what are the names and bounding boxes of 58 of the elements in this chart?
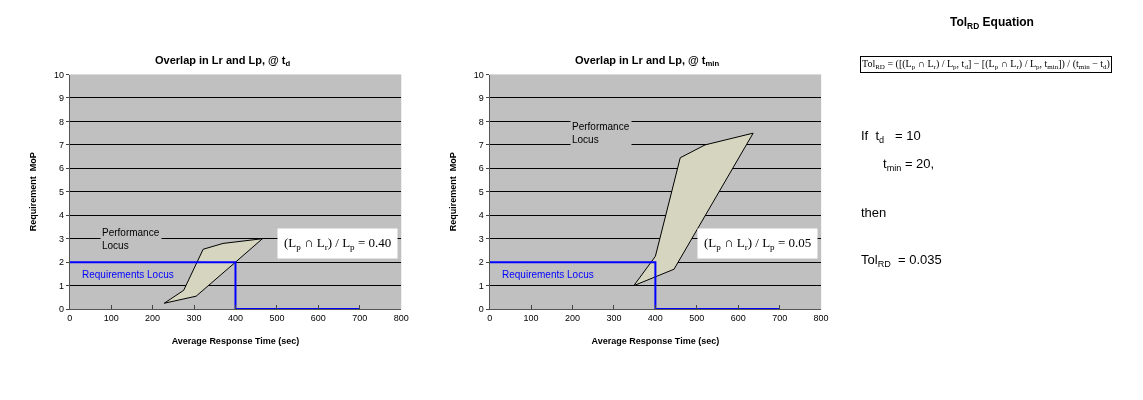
x-tick-label: 700 [352, 312, 368, 323]
y-tick-label: 6 [58, 163, 64, 174]
chart-title: Overlap in Lr and Lp, @ t$_{min}$ [575, 54, 720, 69]
x-tick-label: 300 [606, 312, 622, 323]
y-tick-label: 10 [473, 69, 484, 80]
series-label: Requirements Locus [82, 269, 174, 280]
text: Performance Locus [102, 227, 160, 251]
x-tick-label: 200 [145, 312, 161, 323]
annotation: (L$_{p}$ ∩ L$_{r}$) / L$_{p}$ = 0.40 [284, 235, 392, 252]
x-tick-label: 100 [523, 312, 539, 323]
x-tick-label: 600 [310, 312, 326, 323]
x-tick-label: 0 [67, 312, 73, 323]
chart-title: Overlap in Lr and Lp, @ t$_{d}$ [155, 54, 291, 69]
y-tick-label: 5 [58, 186, 64, 197]
y-tick-label: 4 [478, 210, 484, 221]
y-tick-label: 9 [478, 93, 484, 104]
y-tick-label: 2 [478, 257, 484, 268]
x-tick-label: 500 [269, 312, 285, 323]
y-tick-label: 6 [478, 163, 484, 174]
x-tick-label: 800 [393, 312, 409, 323]
y-tick-label: 8 [478, 116, 484, 127]
y-tick-label: 7 [478, 140, 484, 151]
y-tick-label: 1 [478, 280, 484, 291]
y-tick-label: 0 [478, 304, 484, 315]
y-tick-label: 10 [53, 69, 64, 80]
x-tick-label: 600 [730, 312, 746, 323]
y-tick-label: 3 [478, 233, 484, 244]
y-tick-label: 0 [58, 304, 64, 315]
x-tick-label: 400 [227, 312, 243, 323]
y-tick-label: 9 [58, 93, 64, 104]
y-tick-label: 5 [478, 186, 484, 197]
annotation: (L$_{p}$ ∩ L$_{r}$) / L$_{p}$ = 0.05 [704, 235, 812, 252]
y-tick-label: 4 [58, 210, 64, 221]
text: Performance Locus [572, 121, 630, 145]
x-tick-label: 800 [813, 312, 829, 323]
y-tick-label: 7 [58, 140, 64, 151]
x-axis-title: Average Response Time (sec) [171, 335, 300, 346]
x-tick-label: 100 [103, 312, 119, 323]
text: Tol$_{RD}$ Equation [950, 15, 1034, 31]
x-tick-label: 0 [487, 312, 493, 323]
y-tick-label: 1 [58, 280, 64, 291]
text: t$_{min}$ = 20, [883, 156, 935, 173]
y-axis-title: Requirement MoP [28, 152, 39, 232]
x-tick-label: 700 [772, 312, 788, 323]
series-label: Requirements Locus [502, 269, 594, 280]
x-axis-title: Average Response Time (sec) [591, 335, 720, 346]
x-tick-label: 200 [564, 312, 581, 323]
text: If t$_{d}$ = 10 [861, 128, 921, 145]
y-tick-label: 8 [58, 116, 64, 127]
text: then [861, 205, 887, 220]
y-axis-title: Requirement MoP [448, 152, 459, 232]
x-tick-label: 300 [186, 312, 202, 323]
y-tick-label: 2 [58, 257, 64, 268]
x-tick-label: 500 [689, 312, 705, 323]
text: Tol$_{RD}$ = ([(L$_{p}$ ∩ L$_{r}$) / L$_{p}$, t$_{d}$] − [(L$_{p}$ ∩ L$_{r}$) / L$_{p}$, t$_{min}$]) / (t$_{min}$ − t$_{d}$) [862, 58, 1110, 72]
x-tick-label: 400 [647, 312, 663, 323]
y-tick-label: 3 [58, 233, 64, 244]
text: Tol$_{RD}$ = 0.035 [861, 252, 942, 269]
